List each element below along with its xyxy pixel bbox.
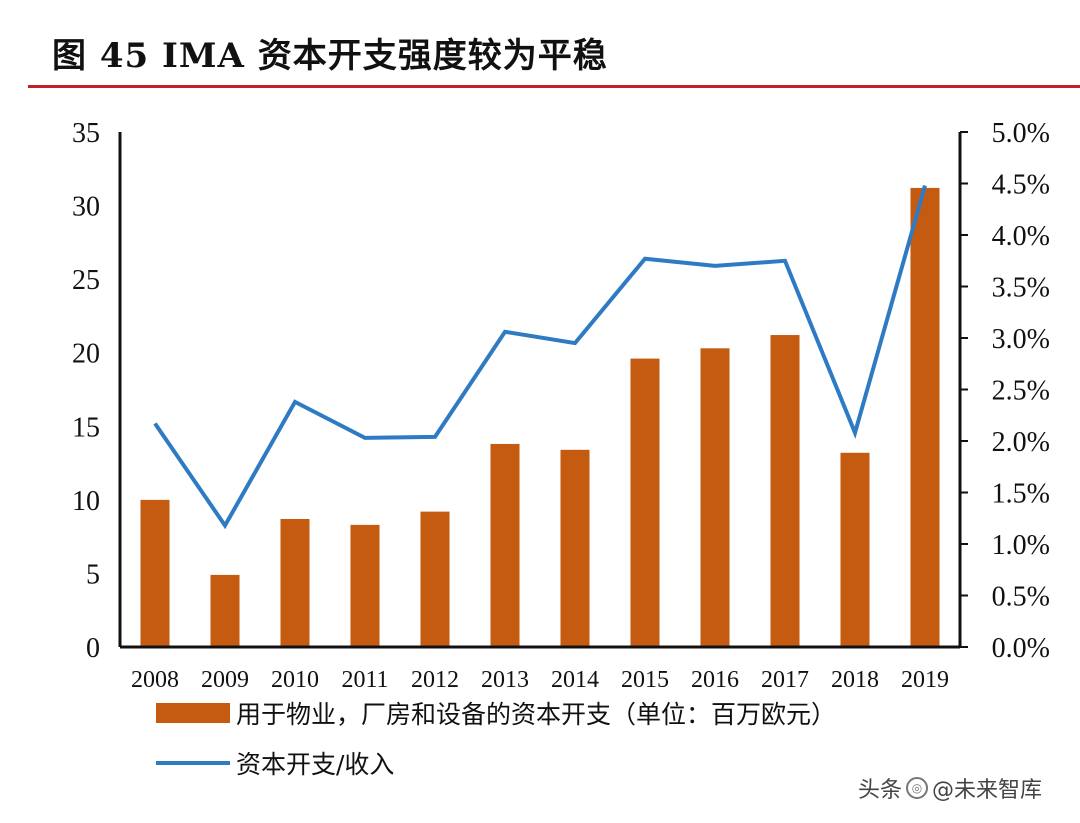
- x-tick-label: 2018: [831, 667, 879, 693]
- x-tick-label: 2013: [481, 667, 529, 693]
- x-tick-label: 2012: [411, 667, 459, 693]
- bar-2014: [560, 449, 590, 647]
- right-tick-label: 3.0%: [992, 324, 1050, 355]
- bar-2019: [910, 187, 940, 647]
- x-tick-label: 2017: [761, 667, 809, 693]
- watermark: 头条 ◎ @未来智库: [858, 772, 1042, 804]
- watermark-prefix: 头条: [858, 778, 903, 803]
- right-tick-label: 1.0%: [992, 530, 1050, 561]
- x-tick-label: 2011: [341, 667, 388, 693]
- line-series: [153, 185, 927, 530]
- left-tick-label: 35: [72, 118, 100, 149]
- left-tick-label: 30: [72, 192, 100, 223]
- bar-2016: [700, 348, 730, 647]
- right-tick-label: 3.5%: [992, 273, 1050, 304]
- bar-2009: [210, 574, 240, 647]
- bar-2013: [490, 443, 520, 647]
- bar-2010: [280, 518, 310, 647]
- right-tick-label: 2.0%: [992, 427, 1050, 458]
- bar-2018: [840, 452, 870, 647]
- x-tick-label: 2015: [621, 667, 669, 693]
- legend-line-label: 资本开支/收入: [236, 750, 395, 779]
- x-tick-label: 2010: [271, 667, 319, 693]
- chart-axes: [118, 132, 962, 649]
- chart-legend: 用于物业，厂房和设备的资本开支（单位：百万欧元） 资本开支/收入: [156, 696, 836, 796]
- x-tick-label: 2009: [201, 667, 249, 693]
- right-tick-label: 0.0%: [992, 633, 1050, 664]
- legend-bar-label: 用于物业，厂房和设备的资本开支（单位：百万欧元）: [236, 700, 837, 729]
- watermark-account: @未来智库: [932, 778, 1043, 803]
- bar-series: [140, 187, 940, 647]
- left-tick-label: 10: [72, 486, 100, 517]
- left-tick-label: 0: [86, 633, 100, 664]
- left-tick-label: 25: [72, 265, 100, 296]
- right-tick-label: 4.0%: [992, 221, 1050, 252]
- x-tick-label: 2019: [901, 667, 949, 693]
- wechat-icon: ◎: [906, 777, 929, 799]
- bar-2008: [140, 499, 170, 647]
- legend-line-swatch: [156, 761, 230, 765]
- title-divider: [28, 85, 1080, 88]
- chart-title: 图 45 IMA 资本开支强度较为平稳: [52, 36, 608, 76]
- x-tick-label: 2014: [551, 667, 599, 693]
- left-tick-label: 15: [72, 412, 100, 443]
- x-axis-ticks: 2008 2009 2010 2011 2012 2013 2014 2015 2016 2017…: [131, 667, 949, 693]
- legend-item-bar: 用于物业，厂房和设备的资本开支（单位：百万欧元）: [156, 696, 836, 730]
- bar-2015: [630, 358, 660, 647]
- right-tick-label: 4.5%: [992, 170, 1050, 201]
- right-axis-ticks: 0.0% 0.5% 1.0% 1.5% 2.0% 2.5% 3.0% 3.5% 4.0% 4.5%…: [960, 118, 1050, 664]
- x-tick-label: 2008: [131, 667, 179, 693]
- bar-2011: [350, 524, 380, 647]
- legend-bar-swatch: [156, 703, 230, 723]
- legend-item-line: 资本开支/收入: [156, 746, 836, 780]
- left-axis-ticks: 0 5 10 15 20 25 30 35: [72, 118, 100, 664]
- right-tick-label: 1.5%: [992, 479, 1050, 510]
- x-tick-label: 2016: [691, 667, 739, 693]
- right-tick-label: 2.5%: [992, 376, 1050, 407]
- left-tick-label: 20: [72, 339, 100, 370]
- right-tick-label: 0.5%: [992, 582, 1050, 613]
- line-ratio: [153, 185, 927, 530]
- left-tick-label: 5: [86, 559, 100, 590]
- bar-2012: [420, 511, 450, 647]
- right-tick-label: 5.0%: [992, 118, 1050, 149]
- bar-2017: [770, 335, 800, 647]
